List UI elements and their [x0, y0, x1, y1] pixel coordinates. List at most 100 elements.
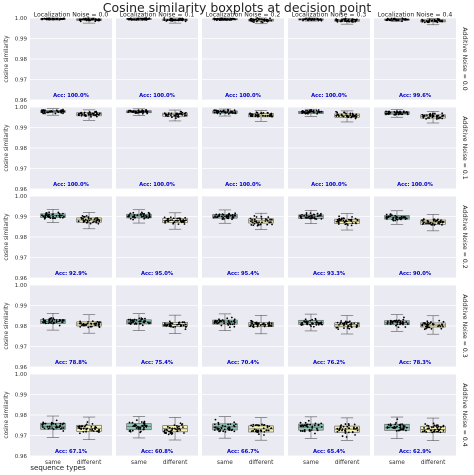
data-point-same	[320, 425, 323, 428]
data-point-same	[222, 213, 225, 216]
data-point-different	[348, 327, 351, 330]
data-point-different	[429, 115, 432, 118]
data-point-same	[309, 217, 312, 219]
data-point-different	[438, 18, 441, 21]
data-point-same	[140, 211, 143, 214]
data-point-different	[345, 321, 348, 324]
data-point-different	[253, 218, 256, 221]
data-point-same	[308, 429, 311, 432]
panel-r4-c3: Acc: 65.4% same different	[288, 373, 370, 466]
data-point-same	[399, 428, 402, 430]
data-point-same	[223, 320, 225, 322]
data-point-same	[220, 215, 223, 218]
data-point-different	[95, 221, 98, 224]
data-point-same	[61, 110, 64, 112]
data-point-same	[394, 219, 397, 222]
data-point-different	[164, 114, 167, 116]
data-point-same	[138, 320, 141, 323]
data-point-same	[304, 318, 307, 321]
data-point-different	[260, 215, 263, 218]
data-point-different	[343, 321, 346, 324]
data-point-different	[437, 425, 440, 428]
data-point-different	[432, 323, 435, 326]
data-point-different	[268, 114, 271, 117]
data-point-different	[88, 219, 91, 222]
data-point-different	[426, 424, 429, 427]
data-point-different	[250, 17, 253, 20]
data-point-different	[351, 112, 354, 115]
y-tick-label: 1.00	[15, 16, 28, 22]
data-point-same	[305, 109, 307, 112]
data-point-same	[127, 215, 129, 218]
data-point-same	[405, 320, 408, 323]
data-point-different	[84, 424, 87, 427]
data-point-different	[79, 325, 82, 328]
data-point-different	[341, 428, 344, 431]
data-point-different	[353, 428, 355, 430]
data-point-same	[148, 214, 151, 216]
data-point-different	[425, 431, 428, 433]
data-point-different	[164, 220, 167, 223]
data-point-same	[234, 212, 237, 215]
data-point-different	[441, 117, 444, 120]
data-point-same	[320, 217, 323, 220]
data-point-different	[180, 423, 183, 426]
data-point-different	[253, 220, 256, 223]
data-point-same	[232, 424, 235, 427]
y-tick-label: 0.97	[15, 78, 28, 84]
data-point-different	[83, 114, 86, 117]
data-point-different	[171, 322, 174, 325]
data-point-same	[233, 323, 236, 325]
data-point-same	[214, 215, 216, 218]
data-point-same	[129, 320, 132, 322]
data-point-same	[148, 17, 151, 20]
data-point-same	[406, 322, 409, 325]
data-point-same	[399, 423, 402, 426]
data-point-same	[231, 218, 233, 221]
data-point-same	[403, 215, 405, 218]
accuracy-label: Acc: 95.4%	[227, 271, 260, 277]
data-point-different	[268, 321, 271, 324]
data-point-different	[178, 321, 180, 324]
accuracy-label: Acc: 100.0%	[225, 182, 261, 188]
data-point-same	[135, 18, 138, 21]
data-point-different	[264, 115, 267, 117]
data-point-same	[228, 18, 231, 21]
data-point-different	[442, 325, 444, 328]
data-point-same	[224, 425, 227, 428]
data-point-same	[233, 318, 236, 321]
data-point-same	[320, 110, 323, 113]
data-point-same	[302, 425, 305, 428]
data-point-different	[250, 324, 252, 327]
data-point-different	[164, 221, 167, 224]
accuracy-label: Acc: 76.2%	[313, 360, 346, 366]
data-point-different	[92, 113, 95, 116]
data-point-different	[179, 422, 182, 425]
data-point-different	[342, 115, 345, 118]
data-point-different	[435, 114, 438, 117]
data-point-different	[167, 113, 170, 116]
data-point-different	[256, 19, 259, 22]
data-point-different	[336, 427, 339, 430]
data-point-different	[175, 425, 178, 427]
data-point-different	[431, 224, 434, 226]
data-point-same	[213, 429, 216, 431]
data-point-same	[131, 421, 134, 424]
data-point-same	[300, 215, 302, 218]
data-point-same	[133, 216, 136, 219]
data-point-different	[167, 430, 170, 433]
data-point-different	[425, 323, 428, 326]
data-point-different	[437, 325, 439, 328]
data-point-different	[266, 111, 269, 114]
data-point-same	[220, 18, 222, 21]
data-point-different	[343, 323, 346, 326]
data-point-same	[220, 324, 223, 327]
data-point-same	[389, 322, 392, 325]
data-point-same	[404, 18, 407, 21]
data-point-same	[231, 323, 234, 326]
data-point-different	[336, 218, 339, 221]
data-point-same	[51, 217, 54, 220]
data-point-same	[45, 18, 48, 21]
data-point-same	[223, 111, 226, 114]
data-point-different	[166, 19, 169, 22]
